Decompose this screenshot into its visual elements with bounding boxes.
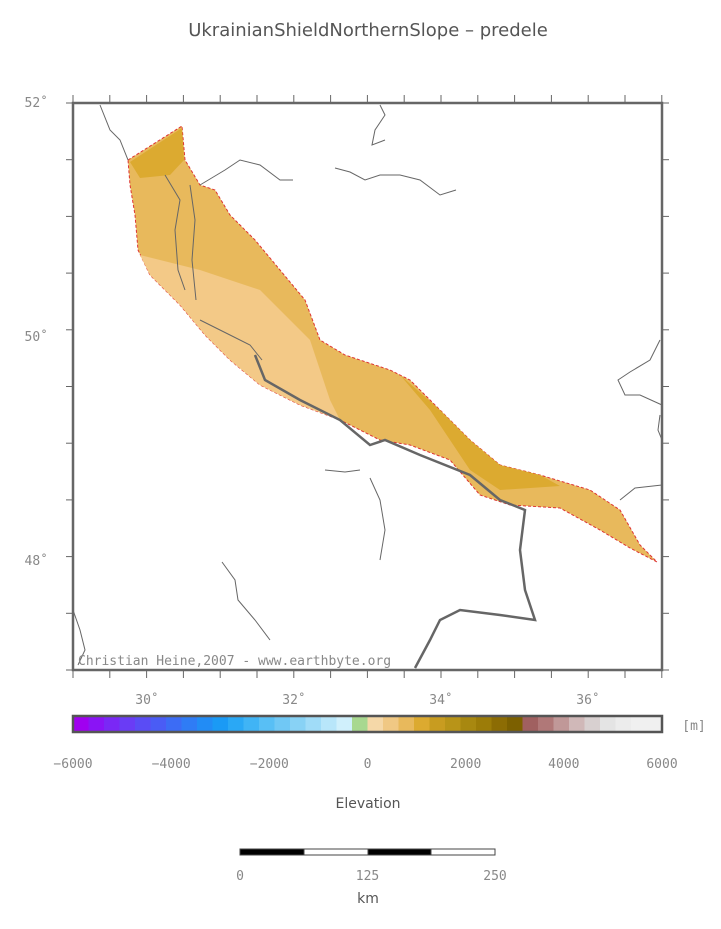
colorbar-cell — [166, 716, 182, 732]
colorbar-cell — [491, 716, 508, 732]
lat-label: 48˚ — [25, 553, 48, 569]
scalebar-segment — [367, 848, 433, 856]
colorbar-cell — [507, 716, 523, 732]
colorbar-label: −4000 — [152, 757, 191, 772]
colorbar-cell — [321, 716, 337, 732]
scalebar-segment — [303, 848, 369, 856]
colorbar-cell — [88, 716, 105, 732]
colorbar-cell — [73, 716, 89, 732]
colorbar-cell — [150, 716, 167, 732]
colorbar-cell — [398, 716, 415, 732]
scalebar-label: 125 — [356, 869, 379, 884]
lon-label: 30˚ — [135, 692, 158, 708]
colorbar-cell — [600, 716, 616, 732]
colorbar-label: 0 — [364, 757, 372, 772]
colorbar-cell — [104, 716, 120, 732]
colorbar-cell — [336, 716, 353, 732]
lat-label: 50˚ — [25, 329, 48, 345]
scalebar-label: 250 — [483, 869, 506, 884]
map-area: Christian Heine,2007 - www.earthbyte.org — [71, 101, 664, 672]
colorbar-cell — [212, 716, 229, 732]
colorbar-cell — [631, 716, 647, 732]
scalebar-segment — [430, 848, 496, 856]
colorbar-cell — [429, 716, 446, 732]
colorbar-cell — [615, 716, 632, 732]
colorbar-cell — [584, 716, 601, 732]
scalebar-unit: km — [357, 891, 379, 907]
lon-label: 36˚ — [576, 692, 599, 708]
colorbar-label: 2000 — [450, 757, 481, 772]
credit: Christian Heine,2007 - www.earthbyte.org — [78, 654, 391, 669]
colorbar-cell — [569, 716, 585, 732]
scalebar-segment — [239, 848, 305, 856]
colorbar-label: −6000 — [53, 757, 92, 772]
title: UkrainianShieldNorthernSlope – predele — [188, 20, 548, 41]
colorbar-cell — [646, 716, 663, 732]
colorbar-cell — [181, 716, 198, 732]
lon-label: 34˚ — [429, 692, 452, 708]
colorbar-title: Elevation — [335, 796, 400, 812]
colorbar-cell — [476, 716, 492, 732]
colorbar-label: −2000 — [250, 757, 289, 772]
scalebar-label: 0 — [236, 869, 244, 884]
colorbar-unit: [m] — [682, 719, 705, 734]
colorbar-cell — [135, 716, 151, 732]
colorbar-cell — [445, 716, 461, 732]
colorbar-cell — [228, 716, 244, 732]
colorbar-cell — [290, 716, 306, 732]
colorbar-frame — [71, 714, 664, 734]
colorbar-cell — [352, 716, 368, 732]
colorbar-cell — [538, 716, 554, 732]
colorbar-cell — [414, 716, 430, 732]
colorbar-cell — [522, 716, 539, 732]
colorbar-cell — [119, 716, 136, 732]
colorbar-cell — [259, 716, 275, 732]
colorbar-cell — [197, 716, 213, 732]
colorbar-label: 6000 — [646, 757, 677, 772]
colorbar-cell — [243, 716, 260, 732]
colorbar-cell — [553, 716, 570, 732]
lon-label: 32˚ — [282, 692, 305, 708]
lat-label: 52˚ — [25, 95, 48, 111]
colorbar-cell — [274, 716, 291, 732]
colorbar-cell — [305, 716, 322, 732]
colorbar-cell — [383, 716, 399, 732]
colorbar-cell — [367, 716, 384, 732]
colorbar-cell — [460, 716, 477, 732]
colorbar-label: 4000 — [548, 757, 579, 772]
